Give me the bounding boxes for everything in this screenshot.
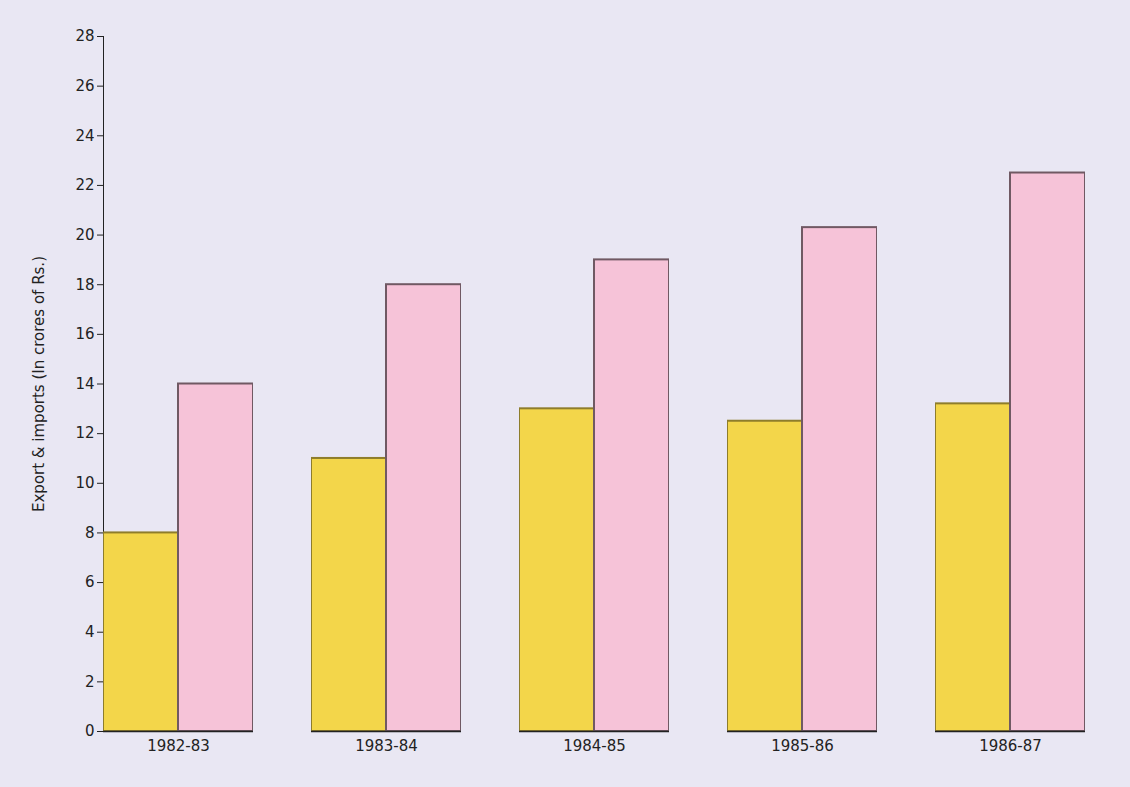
svg-text:6: 6	[85, 573, 95, 591]
svg-text:12: 12	[75, 424, 94, 442]
svg-text:14: 14	[75, 375, 94, 393]
svg-text:Export & imports (In crores of: Export & imports (In crores of Rs.)	[30, 256, 48, 512]
svg-text:10: 10	[75, 474, 94, 492]
svg-text:20: 20	[75, 226, 94, 244]
svg-text:28: 28	[75, 27, 94, 45]
svg-text:16: 16	[75, 325, 94, 343]
svg-text:22: 22	[75, 176, 94, 194]
svg-text:1985-86: 1985-86	[771, 737, 834, 755]
svg-text:1986-87: 1986-87	[979, 737, 1042, 755]
svg-text:1984-85: 1984-85	[563, 737, 626, 755]
svg-text:0: 0	[85, 722, 95, 740]
svg-text:1982-83: 1982-83	[147, 737, 210, 755]
svg-text:18: 18	[75, 276, 94, 294]
svg-text:8: 8	[85, 524, 95, 542]
svg-text:4: 4	[85, 623, 95, 641]
svg-text:2: 2	[85, 673, 95, 691]
svg-text:24: 24	[75, 127, 94, 145]
svg-text:1983-84: 1983-84	[355, 737, 418, 755]
svg-text:26: 26	[75, 77, 94, 95]
